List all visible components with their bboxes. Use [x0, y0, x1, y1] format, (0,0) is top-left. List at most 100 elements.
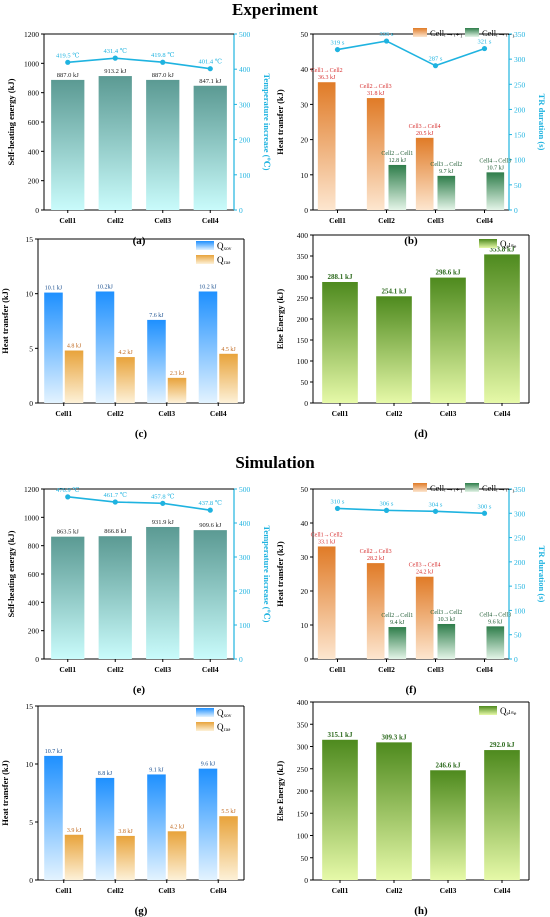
y-tick-label: 40: [301, 65, 309, 74]
y-tick-label: 100: [297, 357, 309, 366]
y2-axis-label: TR duration (s): [537, 546, 547, 603]
line-value-label: 461.7 ℃: [103, 491, 127, 499]
legend-swatch-q-cov: [196, 241, 214, 250]
bar-value-label: 28.2 kJ: [367, 556, 385, 562]
x-tick-label: Cell3: [158, 409, 175, 418]
bar-tag-label: Cell1→Cell2: [311, 532, 343, 538]
panel-label: (f): [406, 684, 417, 696]
x-tick-label: Cell2: [378, 665, 395, 674]
y-tick-label: 150: [297, 809, 309, 818]
bar-value-label: 31.8 kJ: [367, 91, 385, 97]
line-value-label: 419.5 ℃: [56, 51, 80, 59]
legend-swatch-backward: [465, 483, 479, 492]
y2-axis-label: TR duration (s): [537, 94, 547, 151]
x-tick-label: Cell1: [59, 216, 76, 225]
y-axis-label: Self-heating energy (kJ): [6, 530, 16, 617]
bar-value-label: 9.6 kJ: [488, 619, 503, 625]
x-tick-label: Cell2: [378, 216, 395, 225]
x-tick-label: Cell2: [107, 216, 124, 225]
legend-label-q-rad: Qᵣₐₔ: [217, 722, 231, 732]
legend-swatch-q-rad: [196, 255, 214, 264]
bar-forward-transfer: [415, 576, 434, 659]
legend-swatch-q-cov: [196, 708, 214, 717]
bar-value-label: 20.5 kJ: [416, 131, 434, 137]
x-tick-label: Cell2: [386, 886, 403, 895]
bar-backward-transfer: [388, 164, 407, 210]
y-axis-label: Heat transfer (kJ): [0, 760, 10, 826]
panel-label: (d): [414, 428, 428, 440]
bar-q-else: [376, 296, 412, 403]
y-tick-label: 1200: [24, 485, 39, 494]
x-tick-label: Cell3: [158, 886, 175, 895]
y2-tick-label: 400: [239, 65, 251, 74]
bar-value-label: 913.2 kJ: [104, 68, 127, 75]
bar-backward-transfer: [437, 175, 456, 210]
line-point: [334, 505, 341, 512]
y2-axis-label: Temperature increase (℃): [262, 74, 272, 171]
bar-q-rad: [167, 377, 187, 403]
x-tick-label: Cell3: [440, 409, 457, 418]
y-tick-label: 800: [28, 542, 40, 551]
y2-tick-label: 50: [514, 181, 522, 190]
y-tick-label: 400: [297, 698, 309, 707]
x-tick-label: Cell4: [210, 409, 227, 418]
y-tick-label: 50: [301, 854, 309, 863]
line-value-label: 336 s: [380, 31, 394, 38]
y-tick-label: 0: [35, 206, 39, 215]
y2-tick-label: 50: [514, 631, 522, 640]
line-point: [207, 66, 213, 72]
panel-label: (c): [135, 428, 148, 440]
legend-swatch-q-else: [479, 239, 497, 248]
line-value-label: 287 s: [429, 56, 443, 63]
bar-q-else: [430, 277, 466, 403]
bar-q-else: [322, 281, 358, 403]
bar-value-label: 10.2kJ: [97, 284, 114, 290]
y-axis-label: Self-heating energy (kJ): [6, 78, 16, 165]
bar-value-label: 10.2 kJ: [199, 284, 217, 290]
bar-q-else: [484, 750, 520, 880]
bar-value-label: 7.6 kJ: [149, 313, 164, 319]
y2-tick-label: 150: [514, 582, 526, 591]
bar-value-label: 909.6 kJ: [199, 522, 222, 529]
bar-q-cov: [198, 768, 218, 880]
bar-q-rad: [116, 835, 135, 880]
x-tick-label: Cell3: [427, 216, 444, 225]
y-tick-label: 400: [28, 147, 40, 156]
bar-backward-transfer: [486, 626, 505, 659]
y-tick-label: 0: [304, 206, 308, 215]
bar-tag-label: Cell3→Cell2: [430, 610, 462, 616]
bar-forward-transfer: [366, 563, 385, 659]
y-tick-label: 1200: [24, 30, 39, 39]
bar-value-label: 292.0 kJ: [490, 741, 515, 749]
y2-tick-label: 500: [239, 485, 251, 494]
line-value-label: 319 s: [331, 40, 345, 47]
y-tick-label: 100: [297, 832, 309, 841]
y-axis-label: Heat transfer (kJ): [0, 288, 10, 354]
line-point: [432, 63, 439, 69]
y-tick-label: 1000: [24, 513, 39, 522]
bar-forward-transfer: [317, 546, 336, 659]
y2-tick-label: 200: [239, 587, 251, 596]
y2-tick-label: 350: [514, 30, 526, 39]
line-point: [481, 510, 488, 516]
x-tick-label: Cell4: [202, 665, 219, 674]
y-tick-label: 40: [301, 519, 309, 528]
legend-swatch-backward: [465, 28, 479, 37]
line-value-label: 321 s: [478, 39, 492, 46]
x-tick-label: Cell2: [386, 409, 403, 418]
y2-tick-label: 200: [239, 136, 251, 145]
bar-q-rad: [219, 816, 238, 880]
line-value-label: 457.8 ℃: [151, 492, 175, 500]
bar-value-label: 353.8 kJ: [490, 245, 515, 253]
y-tick-label: 300: [297, 743, 309, 752]
legend-label-forward: Cellᵢ→ᵢ₊₁: [430, 28, 463, 38]
legend-swatch-forward: [413, 483, 427, 492]
y-tick-label: 0: [304, 399, 308, 408]
legend-swatch-q-rad: [196, 722, 214, 731]
chart-c: 0 5 10 15 Heat transfer (kJ) Cell1 Cell2 Cell3 C…: [0, 235, 245, 440]
y2-tick-label: 350: [514, 485, 526, 494]
y2-tick-label: 300: [514, 509, 526, 518]
bar-value-label: 5.5 kJ: [221, 809, 236, 815]
